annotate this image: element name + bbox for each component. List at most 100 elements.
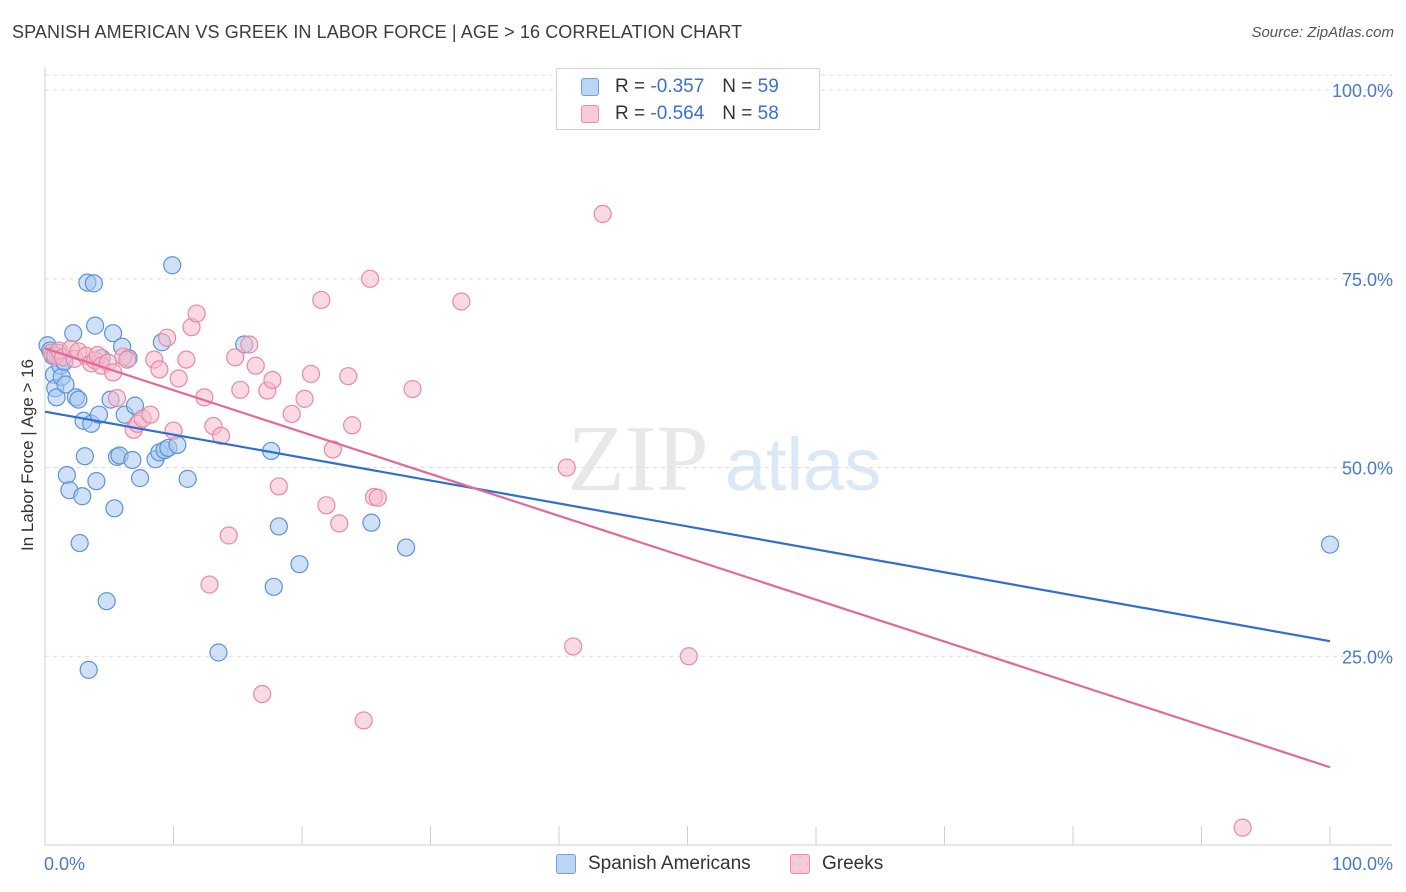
point-spanish-american <box>209 643 228 662</box>
point-greek <box>403 379 422 399</box>
point-spanish-american <box>163 256 182 275</box>
point-greek <box>354 711 373 730</box>
legend-n-value: 58 <box>757 103 779 124</box>
point-greek <box>269 477 288 496</box>
point-spanish-american <box>84 274 103 293</box>
legend-n-label: N = <box>722 103 753 124</box>
point-greek <box>177 350 196 369</box>
legend-swatch-blue <box>581 78 599 96</box>
point-spanish-american <box>362 513 381 532</box>
legend-n-value: 59 <box>757 76 779 97</box>
point-greek <box>169 369 188 388</box>
legend-row-spanish-americans: R = -0.357 N = 59 <box>581 76 779 98</box>
point-spanish-american <box>56 375 75 394</box>
point-spanish-american <box>86 316 105 335</box>
legend-swatch-pink <box>581 105 599 123</box>
point-greek <box>452 292 471 311</box>
point-greek <box>226 348 245 367</box>
y-tick-label: 50.0% <box>1342 459 1393 479</box>
point-greek <box>253 684 272 704</box>
point-greek <box>368 488 387 507</box>
point-greek <box>141 405 160 424</box>
chart-title: SPANISH AMERICAN VS GREEK IN LABOR FORCE… <box>12 22 743 42</box>
point-spanish-american <box>264 577 283 596</box>
legend-r-label: R = <box>615 103 646 124</box>
point-spanish-american <box>178 469 197 488</box>
point-spanish-american <box>87 472 106 491</box>
point-spanish-american <box>97 592 116 611</box>
point-greek <box>295 389 314 408</box>
point-spanish-american <box>1320 535 1340 554</box>
point-spanish-american <box>73 487 92 506</box>
point-greek <box>157 328 177 347</box>
legend-label: Spanish Americans <box>588 853 751 874</box>
axes <box>44 67 1392 846</box>
point-greek <box>263 370 282 390</box>
legend-r-label: R = <box>615 76 646 97</box>
correlation-legend: R = -0.357 N = 59 R = -0.564 N = 58 <box>556 68 820 130</box>
point-greek <box>219 526 238 545</box>
point-spanish-american <box>64 324 83 343</box>
watermark-atlas: atlas <box>725 423 881 506</box>
point-greek <box>339 367 358 386</box>
x-tick-label-max: 100.0% <box>1332 854 1393 874</box>
point-greek <box>679 647 698 666</box>
point-greek <box>361 269 380 288</box>
point-spanish-american <box>130 469 150 488</box>
point-greek <box>1233 818 1252 837</box>
point-spanish-american <box>269 517 288 536</box>
legend-swatch-pink <box>790 854 810 874</box>
point-spanish-american <box>47 388 66 407</box>
point-greek <box>343 416 362 435</box>
legend-r-value: -0.357 <box>650 76 705 97</box>
point-greek <box>200 575 219 594</box>
trend-lines <box>44 347 1331 769</box>
point-spanish-american <box>89 405 109 424</box>
point-spanish-american <box>123 450 142 470</box>
point-greek <box>231 380 250 399</box>
point-greek <box>118 350 137 369</box>
point-spanish-american <box>70 533 89 553</box>
point-greek <box>564 637 583 656</box>
trend-line-greek <box>44 347 1331 769</box>
point-spanish-american <box>57 465 76 485</box>
point-spanish-american <box>290 555 309 574</box>
legend-label: Greeks <box>822 853 884 874</box>
legend-swatch-blue <box>556 854 576 874</box>
legend-item-greeks: Greeks <box>790 852 883 876</box>
point-spanish-american <box>79 660 98 679</box>
point-greek <box>211 426 231 445</box>
point-greek <box>187 304 206 323</box>
point-spanish-american <box>75 447 94 466</box>
trend-line-spanish-american <box>44 410 1331 643</box>
point-greek <box>246 356 265 375</box>
y-tick-label: 100.0% <box>1332 81 1393 101</box>
series-greeks-points <box>42 204 1252 837</box>
y-tick-label: 75.0% <box>1342 270 1393 290</box>
point-greek <box>593 204 612 224</box>
y-axis-label: In Labor Force | Age > 16 <box>18 358 37 552</box>
point-spanish-american <box>104 324 123 343</box>
point-spanish-american <box>69 390 88 409</box>
point-greek <box>330 514 349 533</box>
point-greek <box>557 458 576 477</box>
legend-r-value: -0.564 <box>650 103 705 124</box>
point-greek <box>107 388 127 408</box>
tick-labels: 25.0% 50.0% 75.0% 100.0% 0.0% 100.0% <box>44 81 1393 874</box>
watermark: ZIP atlas <box>568 407 882 511</box>
x-tick-label-min: 0.0% <box>44 854 85 874</box>
point-greek <box>282 404 301 424</box>
point-greek <box>301 364 321 384</box>
point-greek <box>323 440 342 459</box>
legend-row-greeks: R = -0.564 N = 58 <box>581 103 779 125</box>
point-spanish-american <box>396 538 416 557</box>
watermark-zip: ZIP <box>568 407 709 511</box>
point-greek <box>240 335 259 354</box>
point-spanish-american <box>105 499 124 518</box>
point-greek <box>317 496 336 515</box>
source-credit: Source: ZipAtlas.com <box>1251 24 1394 41</box>
point-greek <box>312 290 331 310</box>
legend-n-label: N = <box>722 76 753 97</box>
legend-item-spanish-americans: Spanish Americans <box>556 852 751 876</box>
